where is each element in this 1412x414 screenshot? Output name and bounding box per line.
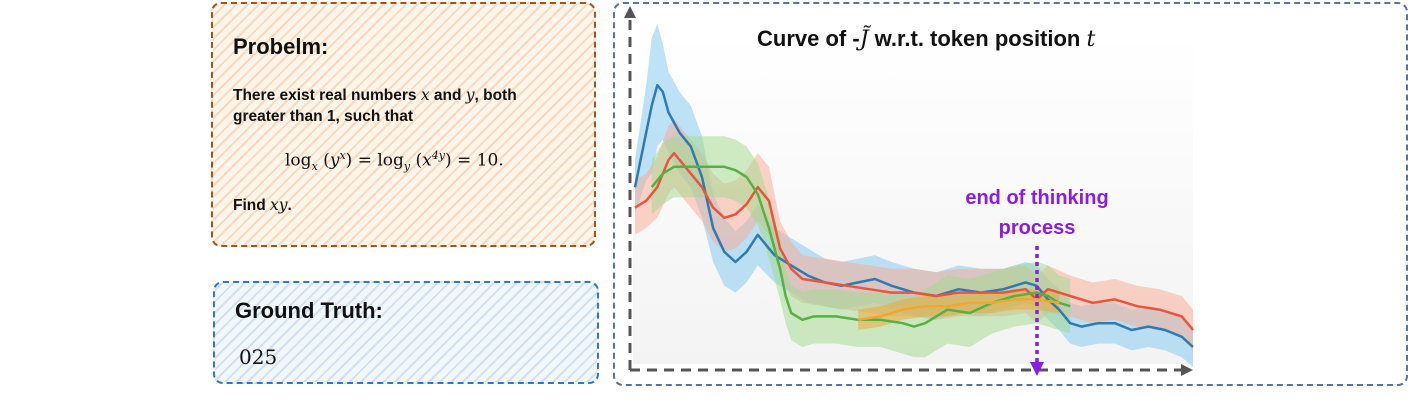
chart-panel: Curve of -J̃ w.r.t. token position t end… <box>613 2 1408 386</box>
problem-equation: logx (yx) = logy (x4y) = 10. <box>285 149 504 174</box>
blue-series-line <box>633 83 1194 348</box>
x-axis-arrow <box>1181 364 1193 376</box>
blue-series-band <box>635 24 1193 368</box>
ground-truth-value: 025 <box>239 345 278 369</box>
problem-heading: Probelm: <box>233 34 329 59</box>
ground-truth-heading: Ground Truth: <box>235 298 383 323</box>
problem-find-line: Find xy. <box>233 196 292 214</box>
chart-svg: Curve of -J̃ w.r.t. token position t end… <box>624 6 1194 376</box>
y-axis-arrow <box>624 6 636 18</box>
chart-title: Curve of -J̃ w.r.t. token position t <box>757 26 1096 52</box>
ground-truth-panel: Ground Truth: 025 <box>213 281 599 384</box>
var-x: x <box>420 86 430 104</box>
series-lines <box>633 83 1194 348</box>
problem-panel: Probelm: There exist real numbers x and … <box>211 2 596 247</box>
red-series-line <box>634 151 1194 331</box>
problem-text-line1: There exist real numbers x and y, both <box>233 86 517 104</box>
var-y: y <box>465 86 475 104</box>
problem-text-line2: greater than 1, such that <box>233 108 414 125</box>
orange-series-line <box>858 298 1060 322</box>
end-of-thinking-annotation-line2: process <box>999 217 1076 239</box>
end-of-thinking-annotation-line1: end of thinking <box>965 187 1108 209</box>
end-of-thinking-arrow <box>1030 362 1044 376</box>
